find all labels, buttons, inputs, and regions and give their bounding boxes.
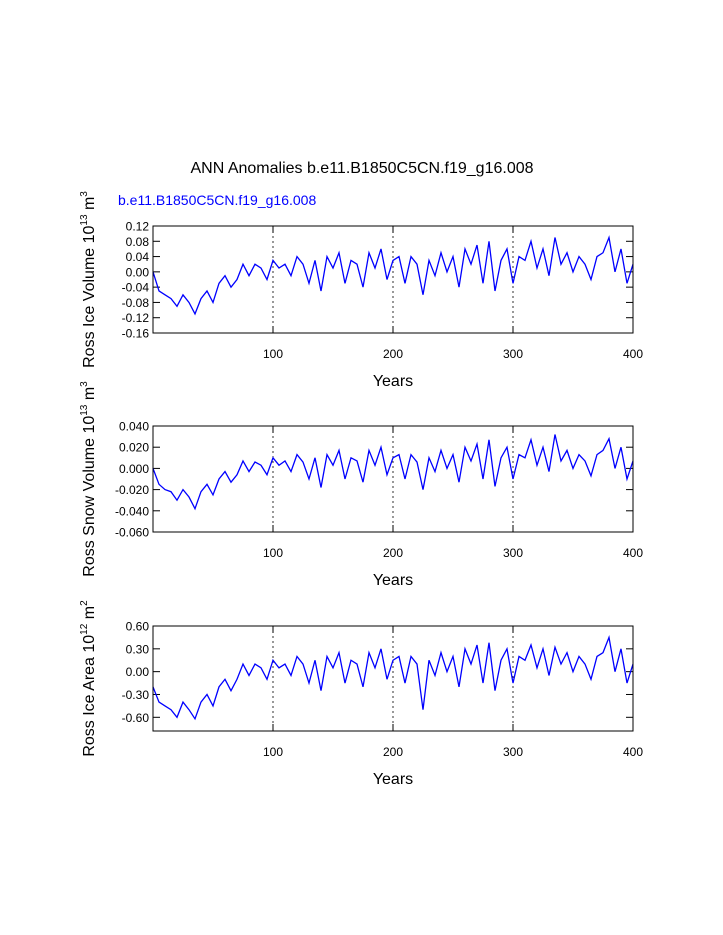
- y-axis-label: Ross Snow Volume 1013 m3: [79, 381, 98, 577]
- y-tick-label: 0.04: [126, 250, 150, 264]
- y-axis-label: Ross Ice Volume 1013 m3: [79, 191, 98, 368]
- x-tick-label: 100: [263, 546, 283, 560]
- figure-title: ANN Anomalies b.e11.B1850C5CN.f19_g16.00…: [190, 160, 533, 177]
- plot-frame: [152, 425, 634, 533]
- y-axis-label-exponent: 12: [79, 623, 90, 635]
- y-tick-label: -0.60: [122, 711, 150, 725]
- y-tick-label: -0.16: [122, 327, 150, 341]
- x-tick-label: 300: [503, 745, 523, 759]
- y-axis-label: Ross Ice Area 1012 m2: [79, 600, 98, 757]
- y-tick-label: 0.00: [126, 265, 150, 279]
- x-tick-label: 400: [623, 546, 643, 560]
- y-axis-label-part: m: [81, 606, 98, 624]
- x-tick-label: 200: [383, 347, 403, 361]
- x-tick-label: 300: [503, 347, 523, 361]
- y-tick-label: -0.020: [115, 483, 149, 497]
- x-axis-label: Years: [373, 373, 413, 390]
- y-axis-label-exponent: 13: [79, 214, 90, 226]
- x-tick-label: 200: [383, 745, 403, 759]
- y-tick-label: 0.60: [126, 620, 150, 634]
- data-line: [152, 434, 634, 511]
- x-tick-label: 400: [623, 745, 643, 759]
- y-axis-label-part: Ross Ice Area 10: [81, 635, 98, 757]
- y-axis-label-part: Ross Ice Volume 10: [81, 225, 98, 367]
- plot-frame: [152, 625, 634, 732]
- x-axis-label: Years: [373, 771, 413, 788]
- y-tick-label: 0.30: [126, 642, 150, 656]
- y-axis-label-part: Ross Snow Volume 10: [81, 416, 98, 577]
- y-tick-label: 0.000: [119, 462, 149, 476]
- y-tick-label: -0.08: [122, 296, 150, 310]
- x-axis-label: Years: [373, 572, 413, 589]
- y-tick-label: 0.020: [119, 441, 149, 455]
- y-tick-label: 0.12: [126, 220, 150, 234]
- y-axis-label-part: m: [81, 387, 98, 405]
- y-tick-label: -0.30: [122, 688, 150, 702]
- x-tick-label: 200: [383, 546, 403, 560]
- y-axis-label-exponent: 3: [79, 191, 90, 197]
- y-tick-label: -0.040: [115, 504, 149, 518]
- y-tick-label: 0.08: [126, 235, 150, 249]
- x-tick-label: 100: [263, 347, 283, 361]
- y-tick-label: -0.04: [122, 281, 150, 295]
- plot-frame: [152, 225, 634, 334]
- case-name: b.e11.B1850C5CN.f19_g16.008: [118, 192, 316, 208]
- y-axis-label-exponent: 13: [79, 404, 90, 416]
- y-tick-label: 0.040: [119, 420, 149, 434]
- x-tick-label: 100: [263, 745, 283, 759]
- data-line: [152, 235, 634, 316]
- y-tick-label: -0.060: [115, 526, 149, 540]
- y-axis-label-exponent: 3: [79, 381, 90, 387]
- x-tick-label: 400: [623, 347, 643, 361]
- y-tick-label: -0.12: [122, 311, 150, 325]
- y-tick-label: 0.00: [126, 665, 150, 679]
- y-axis-label-part: m: [81, 197, 98, 215]
- x-tick-label: 300: [503, 546, 523, 560]
- y-axis-label-exponent: 2: [79, 600, 90, 606]
- data-line: [152, 635, 634, 721]
